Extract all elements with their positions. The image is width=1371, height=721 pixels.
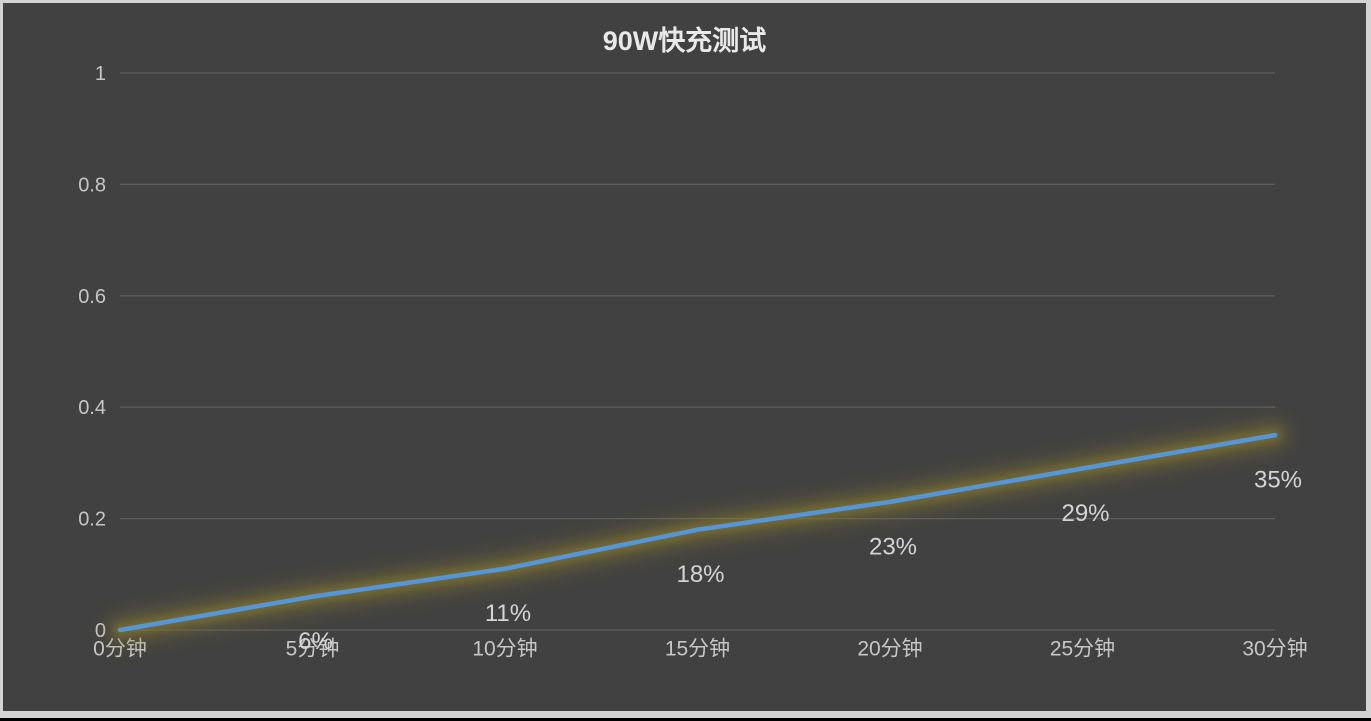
data-label: 29% [1061, 500, 1109, 527]
y-tick-label: 0 [95, 620, 106, 642]
data-point-labels: 6% 11% 18% 23% 29% 35% [298, 467, 1302, 656]
data-label: 6% [298, 628, 333, 655]
x-tick-label: 25分钟 [1050, 638, 1115, 661]
data-label: 11% [485, 600, 531, 627]
y-axis-tick-labels: 0 0.2 0.4 0.6 0.8 1 [78, 63, 106, 642]
data-label: 23% [869, 533, 917, 560]
x-tick-label: 5分钟 [286, 638, 340, 661]
x-tick-label: 15分钟 [665, 638, 730, 661]
line-chart-svg: 0 0.2 0.4 0.6 0.8 1 0分钟 5分钟 10分钟 15分钟 20分钟 25分钟 30分… [78, 63, 1308, 661]
data-label: 18% [676, 561, 724, 588]
y-tick-label: 0.6 [78, 286, 106, 308]
y-tick-label: 0.2 [78, 509, 106, 531]
x-tick-label: 0分钟 [93, 638, 147, 661]
y-tick-label: 1 [95, 63, 106, 85]
series-line [117, 432, 1278, 633]
x-tick-label: 10分钟 [472, 638, 537, 661]
y-tick-label: 0.4 [78, 397, 106, 419]
x-tick-label: 30分钟 [1242, 638, 1307, 661]
x-axis-tick-labels: 0分钟 5分钟 10分钟 15分钟 20分钟 25分钟 30分钟 [93, 638, 1308, 661]
data-label: 35% [1254, 467, 1302, 494]
gridlines [120, 72, 1275, 631]
x-tick-label: 20分钟 [857, 638, 922, 661]
charge-series [106, 421, 1289, 644]
y-tick-label: 0.8 [78, 174, 106, 196]
chart-canvas: 90W快充测试 0 0.2 0.4 0.6 0.8 1 0分钟 5分钟 10分钟 15分钟 20分… [3, 3, 1366, 711]
chart-title: 90W快充测试 [602, 26, 767, 56]
